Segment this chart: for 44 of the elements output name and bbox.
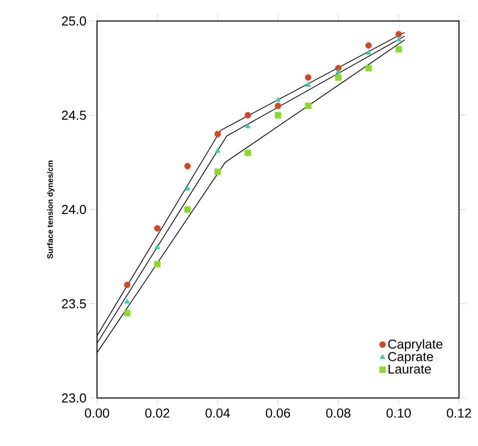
y-tick-label: 24.0 [62,204,86,214]
point [274,112,282,118]
legend-label: Laurate [388,364,431,374]
point [366,50,372,55]
legend-label: Caprylate [388,339,442,352]
point [275,96,281,102]
point [304,74,312,81]
point [154,225,161,232]
point [214,148,220,153]
point [304,102,312,110]
point [184,162,191,170]
point [336,68,342,74]
x-tick-label: 0.02 [145,408,170,418]
point [214,130,221,138]
point [124,310,130,316]
point [335,74,342,81]
y-tick-label: 23.0 [62,393,86,403]
point [184,186,190,190]
point [274,102,282,110]
point [214,168,221,175]
y-tick-label: 24.5 [62,110,86,120]
x-tick-label: 0.04 [206,408,230,418]
point [154,244,160,249]
y-tick-label: 23.5 [62,299,86,308]
x-tick-label: 0.12 [446,408,471,418]
point [395,46,402,52]
point [244,112,252,118]
x-tick-label: 0.08 [326,408,350,418]
x-tick-label: 0.06 [266,408,290,418]
y-tick-label: 25.0 [62,16,86,26]
point [396,36,402,42]
legend-label: Caprate [388,352,434,364]
x-tick-label: 0.00 [84,408,110,418]
point [244,150,252,156]
point [245,123,251,128]
point [124,298,130,304]
point [124,282,130,288]
point [184,206,191,213]
x-tick-label: 0.10 [386,408,411,418]
point [305,82,311,87]
point [395,31,402,38]
point [154,260,161,268]
point [365,42,372,49]
point [365,64,372,72]
